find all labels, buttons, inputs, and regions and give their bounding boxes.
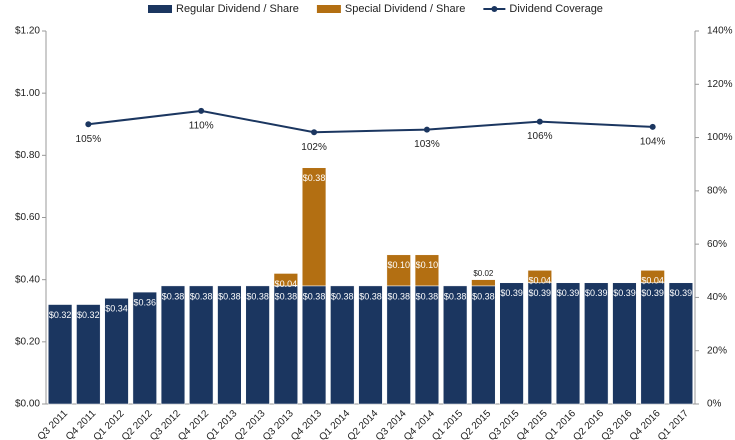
y2-tick-label: 100% [707,132,733,143]
legend-label: Dividend Coverage [509,3,603,15]
data-label: $0.38 [190,291,213,301]
bar [555,282,581,405]
data-label: $0.38 [359,291,382,301]
data-label: $0.38 [303,291,326,301]
bar [527,282,552,405]
line-point [311,129,318,136]
bar [414,254,440,287]
bar [76,304,101,405]
data-label: $0.38 [416,291,439,301]
line-point [423,126,430,133]
data-label: 102% [301,142,327,153]
data-label: $0.36 [133,297,156,307]
y2-tick-label: 60% [707,239,727,250]
data-label: $0.38 [387,291,410,301]
bar [471,285,496,405]
legend-label: Special Dividend / Share [345,3,465,15]
bar [160,285,186,405]
data-label: $0.39 [500,288,523,298]
bar [189,285,214,405]
y-tick-label: $0.60 [15,212,40,223]
data-label: $0.39 [670,288,693,298]
data-label: $0.02 [473,269,494,278]
data-label: $0.38 [275,291,298,301]
y-tick-label: $0.40 [15,274,40,285]
line-point [649,123,656,130]
bar [245,285,270,405]
y2-tick-label: 120% [707,79,733,90]
bar [414,285,440,405]
bar [273,285,298,405]
bar [499,282,524,405]
data-label: $0.38 [246,291,269,301]
data-label: $0.38 [472,291,495,301]
data-label: 110% [189,121,214,132]
data-label: $0.32 [49,310,72,320]
data-label: $0.38 [303,173,326,183]
data-label: $0.04 [641,276,664,286]
bar [104,298,129,405]
y-tick-label: $0.20 [15,336,40,347]
data-label: 103% [414,139,440,150]
data-label: $0.38 [162,291,185,301]
bar [217,285,242,405]
data-label: $0.04 [529,276,552,286]
data-label: $0.39 [557,288,580,298]
line-point [198,107,205,114]
legend-swatch [316,5,341,13]
y-tick-label: $1.00 [15,88,40,99]
bar [640,270,665,284]
bar [301,167,327,287]
bar [527,270,552,284]
bar [48,304,73,405]
y2-tick-label: 80% [707,185,727,196]
bar [132,291,157,405]
legend-swatch [148,5,172,13]
data-label: $0.39 [613,288,636,298]
data-label: $0.38 [444,291,467,301]
data-label: 104% [640,137,666,148]
coverage-line [88,109,653,134]
line-point [536,118,543,125]
data-label: $0.04 [275,279,298,289]
data-label: $0.39 [585,288,608,298]
data-label: 105% [76,134,102,145]
bar [668,282,693,405]
y2-tick-label: 140% [707,26,733,37]
bar [301,285,327,405]
data-label: $0.39 [641,288,664,298]
bar [386,285,411,405]
data-label: $0.34 [105,304,128,314]
data-label: $0.38 [331,291,354,301]
data-label: $0.10 [387,260,410,270]
data-label: $0.10 [416,260,439,270]
bar [640,282,665,405]
line-point [85,121,92,128]
x-tick-label: Q1 2017 [656,408,691,440]
legend-swatch [491,6,498,12]
bar [471,279,496,287]
y2-tick-label: 20% [707,345,727,356]
legend-label: Regular Dividend / Share [176,3,299,15]
bar [443,285,468,405]
bar [584,282,609,405]
y-tick-label: $0.80 [15,150,40,161]
data-label: $0.32 [77,310,100,320]
data-label: $0.38 [218,291,241,301]
y-tick-label: $1.20 [15,26,40,37]
y2-tick-label: 0% [707,399,722,410]
bar [330,285,355,405]
bar [386,254,411,287]
bar [273,273,298,287]
y-tick-label: $0.00 [15,399,40,410]
y2-tick-label: 40% [707,292,727,303]
bar [612,282,637,405]
bar [358,285,383,405]
data-label: $0.39 [529,288,552,298]
data-label: 106% [527,131,553,142]
